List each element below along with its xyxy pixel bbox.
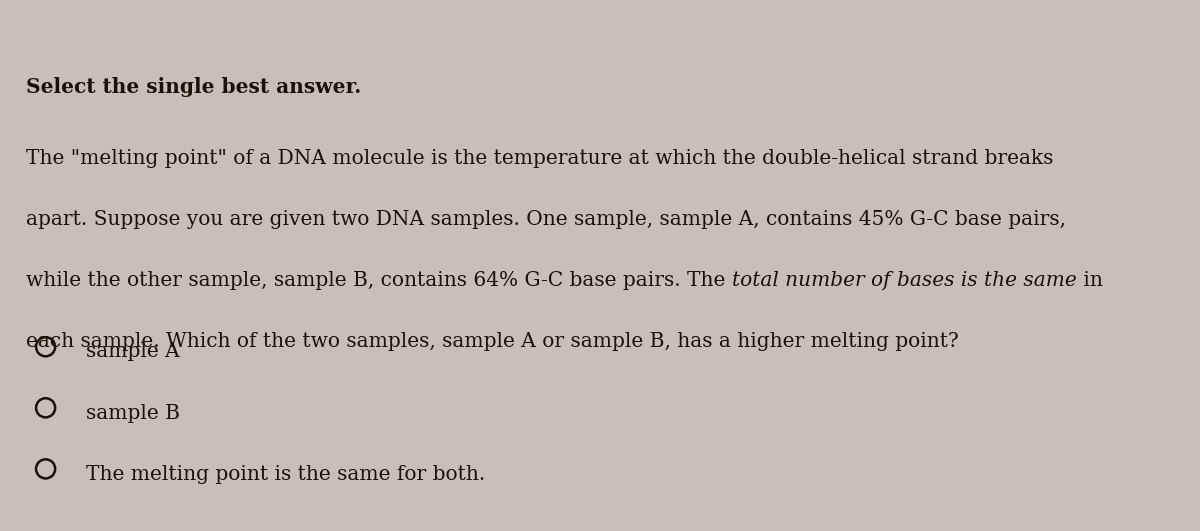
Text: The melting point is the same for both.: The melting point is the same for both. [86,465,486,484]
Text: each sample. Which of the two samples, sample A or sample B, has a higher meltin: each sample. Which of the two samples, s… [26,332,959,351]
Text: The "melting point" of a DNA molecule is the temperature at which the double-hel: The "melting point" of a DNA molecule is… [26,149,1054,168]
Text: Select the single best answer.: Select the single best answer. [26,77,361,97]
Text: while the other sample, sample B, contains 64% G-C base pairs. The: while the other sample, sample B, contai… [26,271,732,290]
Text: in: in [1076,271,1103,290]
Text: sample A: sample A [86,342,180,362]
Text: sample B: sample B [86,404,180,423]
Text: total number of bases is the same: total number of bases is the same [732,271,1076,290]
Text: apart. Suppose you are given two DNA samples. One sample, sample A, contains 45%: apart. Suppose you are given two DNA sam… [26,210,1067,229]
